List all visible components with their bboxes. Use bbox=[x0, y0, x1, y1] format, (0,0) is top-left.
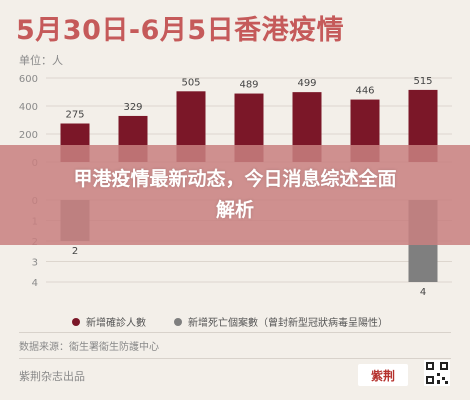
y-tick-label-bottom: 3 bbox=[32, 258, 38, 269]
data-source: 数据来源：衞生署衞生防護中心 bbox=[19, 342, 159, 353]
y-tick-label-top: 200 bbox=[19, 130, 38, 141]
data-label-confirmed: 505 bbox=[181, 77, 200, 88]
footer-divider-2 bbox=[19, 358, 451, 359]
y-tick-label-bottom: 4 bbox=[32, 278, 38, 289]
publisher-logo: 紫荆 bbox=[358, 364, 408, 386]
legend-swatch-confirmed bbox=[72, 317, 80, 326]
data-label-confirmed: 275 bbox=[65, 110, 84, 121]
unit-label: 单位：人 bbox=[19, 54, 63, 67]
data-label-deaths: 2 bbox=[72, 246, 78, 257]
headline-text: 甲港疫情最新动态，今日消息综述全面解析 bbox=[73, 168, 397, 221]
data-label-deaths: 4 bbox=[420, 287, 426, 298]
legend-swatch-deaths bbox=[174, 317, 182, 326]
legend-item-deaths: 新增死亡個案數（曾封新型冠狀病毒呈陽性） bbox=[174, 314, 388, 329]
data-label-confirmed: 515 bbox=[413, 76, 432, 87]
headline-banner: 甲港疫情最新动态，今日消息综述全面解析 bbox=[0, 145, 470, 245]
y-tick-label-top: 400 bbox=[19, 102, 38, 113]
chart-legend: 新增確診人數 新增死亡個案數（曾封新型冠狀病毒呈陽性） bbox=[72, 314, 388, 329]
legend-label-confirmed: 新增確診人數 bbox=[86, 318, 146, 329]
footer-divider bbox=[19, 332, 451, 333]
data-label-confirmed: 329 bbox=[123, 102, 142, 113]
data-label-confirmed: 446 bbox=[355, 86, 374, 97]
legend-item-confirmed: 新增確診人數 bbox=[72, 314, 146, 329]
data-label-confirmed: 499 bbox=[297, 78, 316, 89]
chart-title: 5月30日-6月5日香港疫情 bbox=[16, 15, 345, 46]
data-label-confirmed: 489 bbox=[239, 80, 258, 91]
publisher-credit: 紫荆杂志出品 bbox=[19, 370, 85, 383]
qr-code-icon bbox=[424, 360, 450, 386]
y-tick-label-top: 600 bbox=[19, 74, 38, 85]
legend-label-deaths: 新增死亡個案數（曾封新型冠狀病毒呈陽性） bbox=[188, 318, 388, 329]
